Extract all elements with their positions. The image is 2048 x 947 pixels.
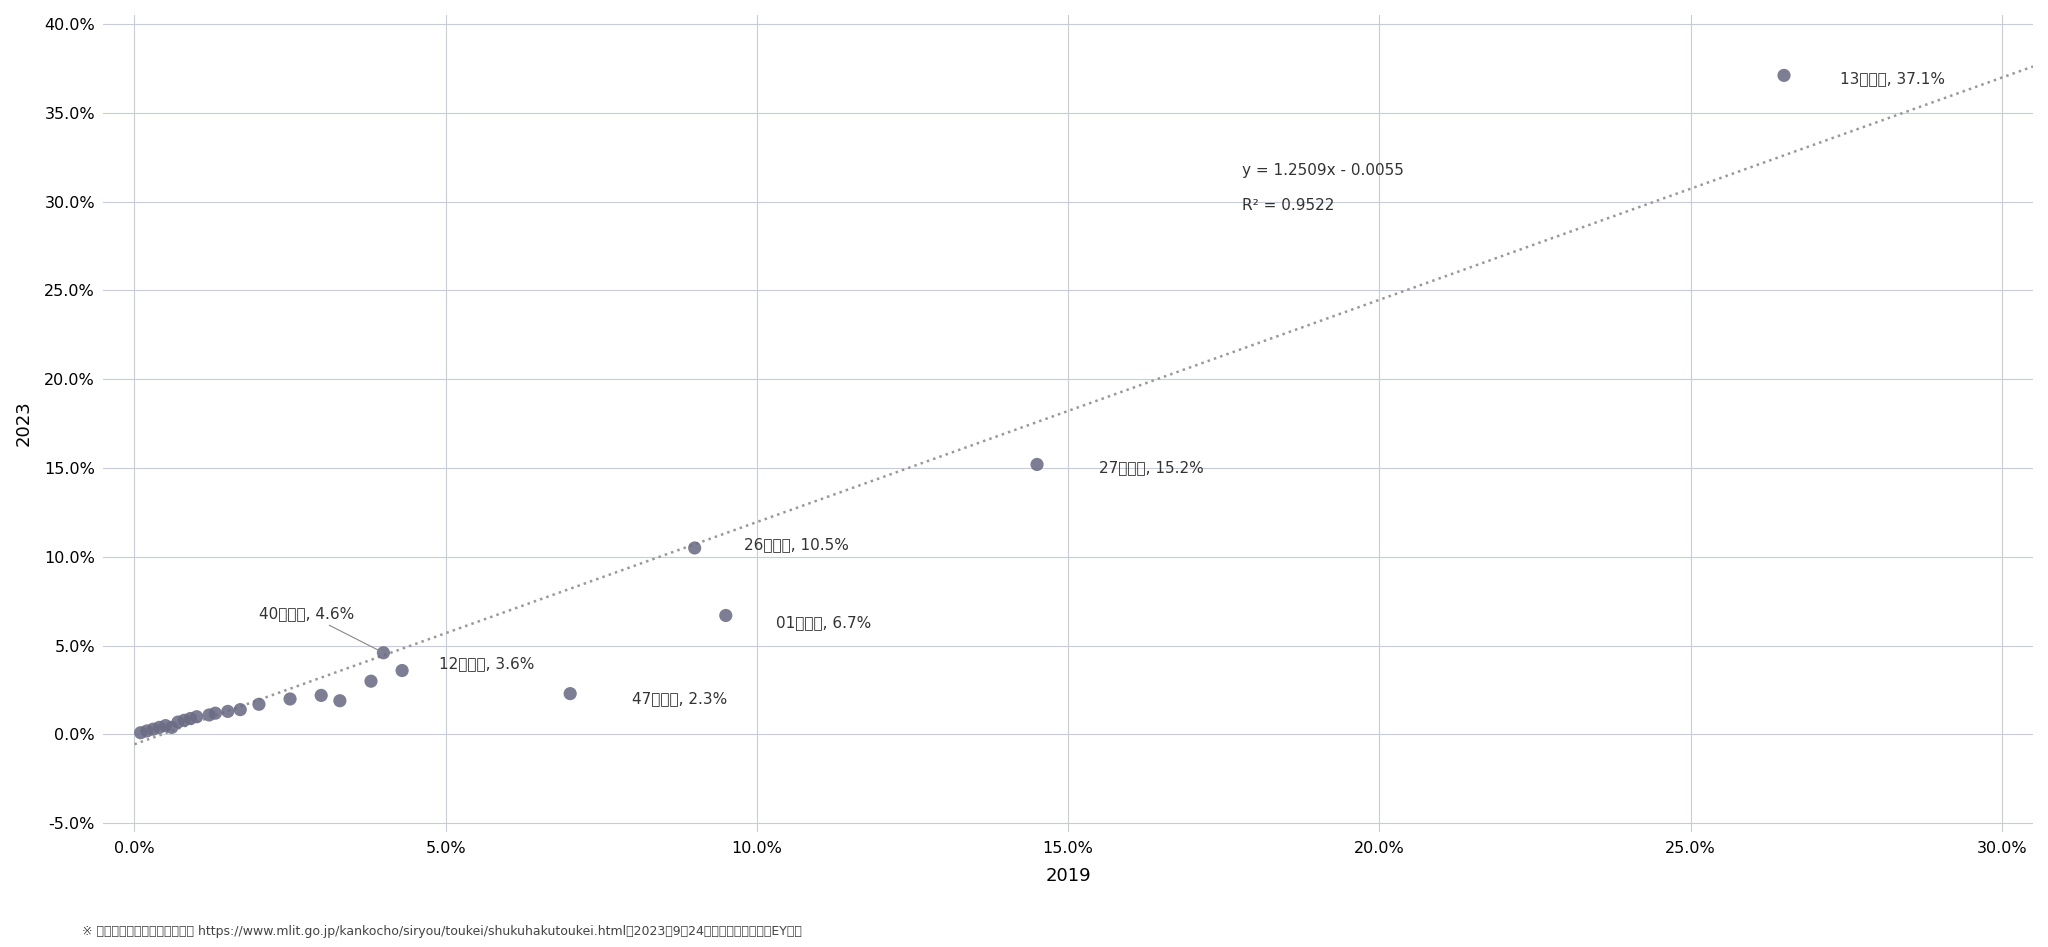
- Point: [1020, 456, 1053, 472]
- Point: [137, 722, 170, 737]
- Point: [305, 688, 338, 703]
- Point: [1767, 68, 1800, 83]
- Point: [143, 720, 176, 735]
- Point: [678, 541, 711, 556]
- Point: [709, 608, 741, 623]
- Text: 13東京都, 37.1%: 13東京都, 37.1%: [1839, 71, 1946, 86]
- Point: [324, 693, 356, 708]
- Text: 26京都府, 10.5%: 26京都府, 10.5%: [745, 537, 850, 552]
- Point: [174, 711, 207, 726]
- Point: [150, 718, 182, 733]
- Point: [162, 714, 195, 729]
- Text: 27大阪府, 15.2%: 27大阪府, 15.2%: [1100, 460, 1204, 475]
- Text: ※ 観光庁「宿泊旅行統計調査」 https://www.mlit.go.jp/kankocho/siryou/toukei/shukuhakutoukei.ht: ※ 観光庁「宿泊旅行統計調査」 https://www.mlit.go.jp/k…: [82, 924, 803, 938]
- Point: [156, 720, 188, 735]
- Point: [199, 706, 231, 721]
- Point: [553, 686, 586, 701]
- Point: [223, 702, 256, 717]
- Point: [125, 725, 158, 741]
- Point: [385, 663, 418, 678]
- Point: [211, 704, 244, 719]
- Text: y = 1.2509x - 0.0055: y = 1.2509x - 0.0055: [1243, 163, 1405, 178]
- Text: 47沖縄県, 2.3%: 47沖縄県, 2.3%: [633, 691, 727, 706]
- Y-axis label: 2023: 2023: [14, 401, 33, 446]
- Text: R² = 0.9522: R² = 0.9522: [1243, 199, 1335, 213]
- Point: [180, 709, 213, 724]
- Text: 40福岡県, 4.6%: 40福岡県, 4.6%: [258, 606, 381, 652]
- Point: [168, 713, 201, 728]
- Point: [367, 645, 399, 660]
- Point: [354, 673, 387, 688]
- Point: [274, 691, 307, 706]
- Text: 01北海道, 6.7%: 01北海道, 6.7%: [776, 615, 870, 630]
- X-axis label: 2019: 2019: [1044, 867, 1092, 884]
- Point: [193, 707, 225, 723]
- Text: 12千葉県, 3.6%: 12千葉県, 3.6%: [440, 656, 535, 670]
- Point: [131, 724, 164, 739]
- Point: [242, 697, 274, 712]
